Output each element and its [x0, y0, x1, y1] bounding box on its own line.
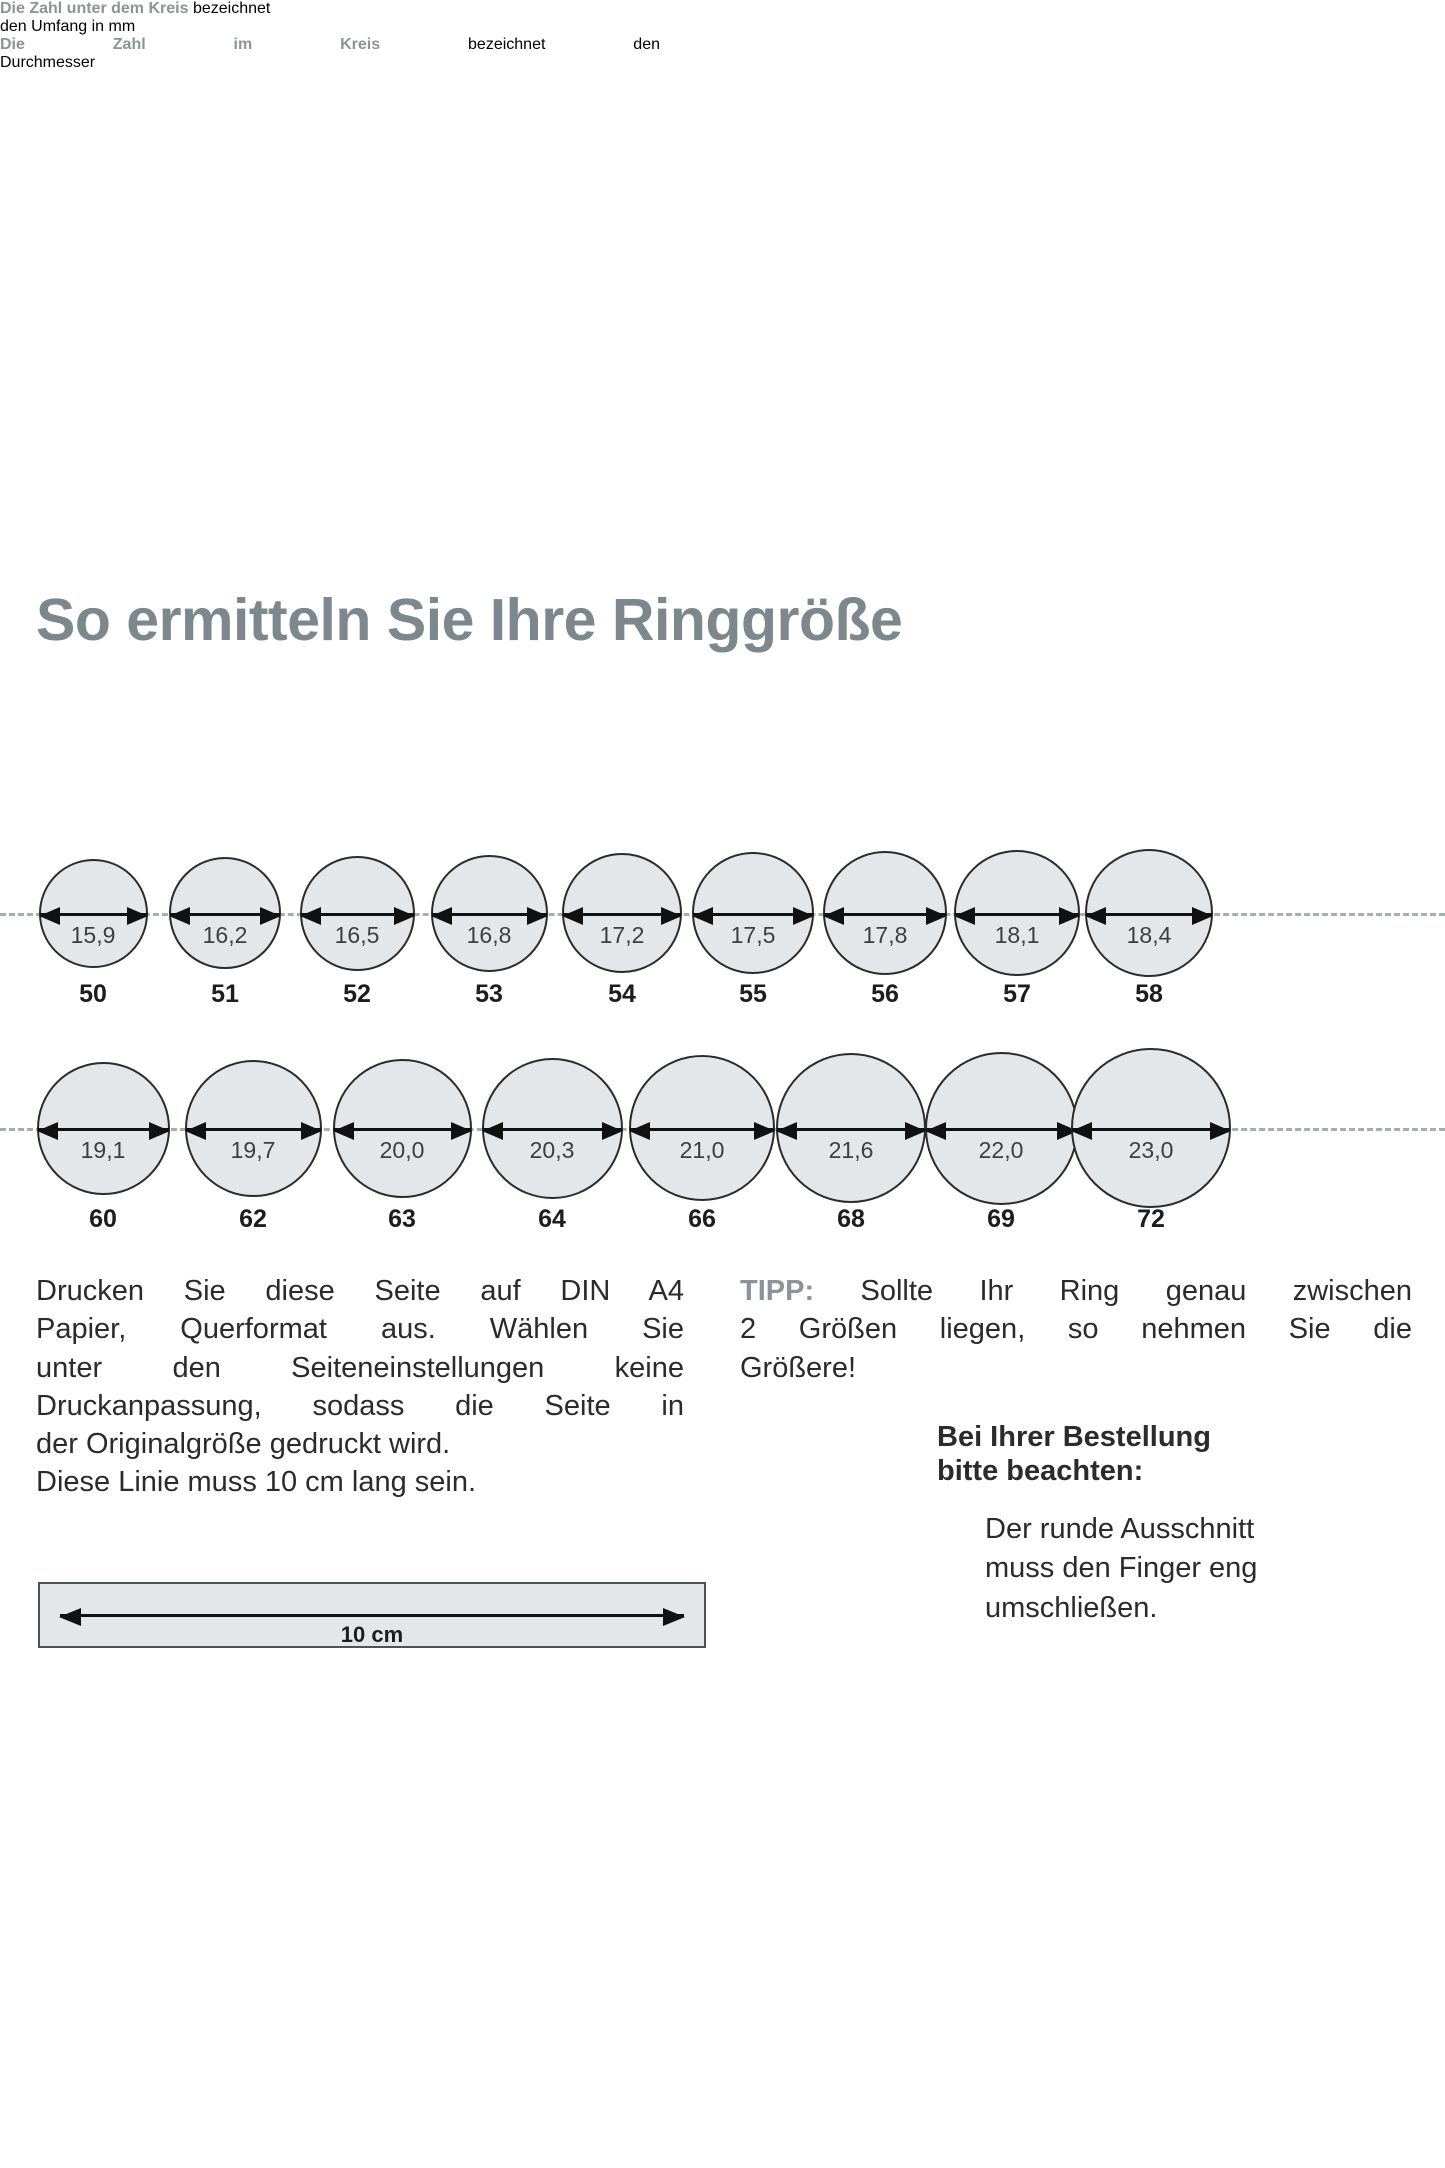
diameter-arrow-icon — [36, 1122, 170, 1140]
diameter-arrow-icon — [430, 907, 548, 925]
diameter-arrow-icon — [332, 1122, 472, 1140]
ruler-calibration-bar: 10 cm — [38, 1582, 706, 1648]
ring-size-label: 55 — [739, 980, 767, 1008]
ring-size-label: 69 — [987, 1205, 1015, 1233]
ring-diameter-label: 17,8 — [862, 922, 908, 948]
tip-lead: TIPP: — [740, 1275, 815, 1307]
order-note-body-line3: umschließen. — [985, 1591, 1158, 1624]
diameter-arrow-icon — [692, 907, 814, 925]
diameter-arrow-icon — [954, 907, 1080, 925]
ring-size-label: 51 — [211, 980, 239, 1008]
order-note-body-line2: muss den Finger eng — [985, 1552, 1258, 1585]
diameter-arrow-icon — [1071, 1122, 1231, 1140]
ring-size-label: 66 — [688, 1205, 716, 1233]
order-note-body-line1: Der runde Ausschnitt — [985, 1513, 1255, 1545]
intro-diameter-line2: Durchmesser — [0, 54, 96, 71]
ring-size-label: 63 — [388, 1205, 416, 1233]
intro-diameter-lead: Die Zahl im Kreis — [0, 36, 381, 53]
ring-size-label: 68 — [837, 1205, 865, 1233]
intro-circumference-lead: Die Zahl unter dem Kreis — [0, 0, 189, 17]
ring-size-label: 64 — [538, 1205, 566, 1233]
ring-size-label: 53 — [475, 980, 503, 1008]
ring-size-label: 57 — [1003, 980, 1031, 1008]
ring-size-label: 50 — [79, 980, 107, 1008]
diameter-arrow-icon — [924, 1122, 1078, 1140]
diameter-arrow-icon — [38, 907, 148, 925]
tip-line2: 2 Größen liegen, so nehmen Sie die — [740, 1313, 1412, 1346]
print-instructions-line2: Papier, Querformat aus. Wählen Sie — [36, 1313, 684, 1346]
ring-diameter-label: 17,5 — [730, 922, 776, 948]
print-instructions-line5: der Originalgröße gedruckt wird. — [36, 1428, 451, 1461]
tip-block: TIPP: Sollte Ihr Ring genau zwischen 2 G… — [740, 1272, 1412, 1387]
ring-diameter-label: 20,3 — [529, 1137, 575, 1163]
intro-diameter: Die Zahl im Kreis bezeichnet den Durchme… — [0, 36, 660, 72]
ring-diameter-label: 18,4 — [1126, 922, 1172, 948]
ring-diameter-label: 20,0 — [379, 1137, 425, 1163]
ring-diameter-label: 16,8 — [466, 922, 512, 948]
diameter-arrow-icon — [299, 907, 415, 925]
order-note-heading-line1: Bei Ihrer Bestellung — [937, 1421, 1211, 1453]
diameter-arrow-icon — [481, 1122, 623, 1140]
intro-circumference: Die Zahl unter dem Kreis bezeichnet den … — [0, 0, 648, 36]
ring-diameter-label: 19,1 — [80, 1137, 126, 1163]
ring-size-label: 62 — [239, 1205, 267, 1233]
ring-size-label: 72 — [1137, 1205, 1165, 1233]
ring-diameter-label: 22,0 — [978, 1137, 1024, 1163]
diameter-arrow-icon — [776, 1122, 926, 1140]
diameter-arrow-icon — [1085, 907, 1213, 925]
ring-diameter-label: 19,7 — [230, 1137, 276, 1163]
intro-circumference-rest: bezeichnet — [188, 0, 271, 17]
print-instructions-line1: Drucken Sie diese Seite auf DIN A4 — [36, 1275, 684, 1307]
intro-diameter-rest: bezeichnet den — [380, 36, 660, 53]
ring-diameter-label: 21,0 — [679, 1137, 725, 1163]
ring-size-label: 52 — [343, 980, 371, 1008]
order-note-heading: Bei Ihrer Bestellung bitte beachten: — [937, 1420, 1417, 1488]
ring-size-label: 54 — [608, 980, 636, 1008]
tip-line1-rest: Sollte Ihr Ring genau zwischen — [814, 1275, 1413, 1307]
print-instructions-line6: Diese Linie muss 10 cm lang sein. — [36, 1466, 477, 1499]
ring-size-label: 56 — [871, 980, 899, 1008]
ring-diameter-label: 21,6 — [828, 1137, 874, 1163]
order-note-heading-line2: bitte beachten: — [937, 1455, 1144, 1488]
ruler-double-arrow-icon — [59, 1608, 685, 1626]
ring-diameter-label: 17,2 — [599, 922, 645, 948]
print-instructions-line3: unter den Seiteneinstellungen keine — [36, 1351, 684, 1384]
ring-diameter-label: 23,0 — [1128, 1137, 1174, 1163]
page-title: So ermitteln Sie Ihre Ringgröße — [36, 587, 903, 653]
diameter-arrow-icon — [629, 1122, 775, 1140]
ring-diameter-label: 16,2 — [202, 922, 248, 948]
diameter-arrow-icon — [823, 907, 947, 925]
ring-size-label: 58 — [1135, 980, 1163, 1008]
diameter-arrow-icon — [184, 1122, 322, 1140]
tip-line1: TIPP: Sollte Ihr Ring genau zwischen — [740, 1272, 1412, 1310]
diameter-arrow-icon — [562, 907, 682, 925]
ruler-label: 10 cm — [340, 1622, 404, 1647]
ring-diameter-label: 15,9 — [70, 922, 116, 948]
print-instructions-line4: Druckanpassung, sodass die Seite in — [36, 1389, 684, 1422]
ring-diameter-label: 16,5 — [334, 922, 380, 948]
print-instructions: Drucken Sie diese Seite auf DIN A4 Papie… — [36, 1272, 684, 1502]
tip-line3: Größere! — [740, 1351, 857, 1384]
diameter-arrow-icon — [169, 907, 281, 925]
ring-diameter-label: 18,1 — [994, 922, 1040, 948]
intro-circumference-line2: den Umfang in mm — [0, 18, 136, 35]
intro-diameter-line1: Die Zahl im Kreis bezeichnet den — [0, 36, 660, 54]
order-note-body: Der runde Ausschnitt muss den Finger eng… — [985, 1510, 1415, 1628]
ring-size-label: 60 — [89, 1205, 117, 1233]
